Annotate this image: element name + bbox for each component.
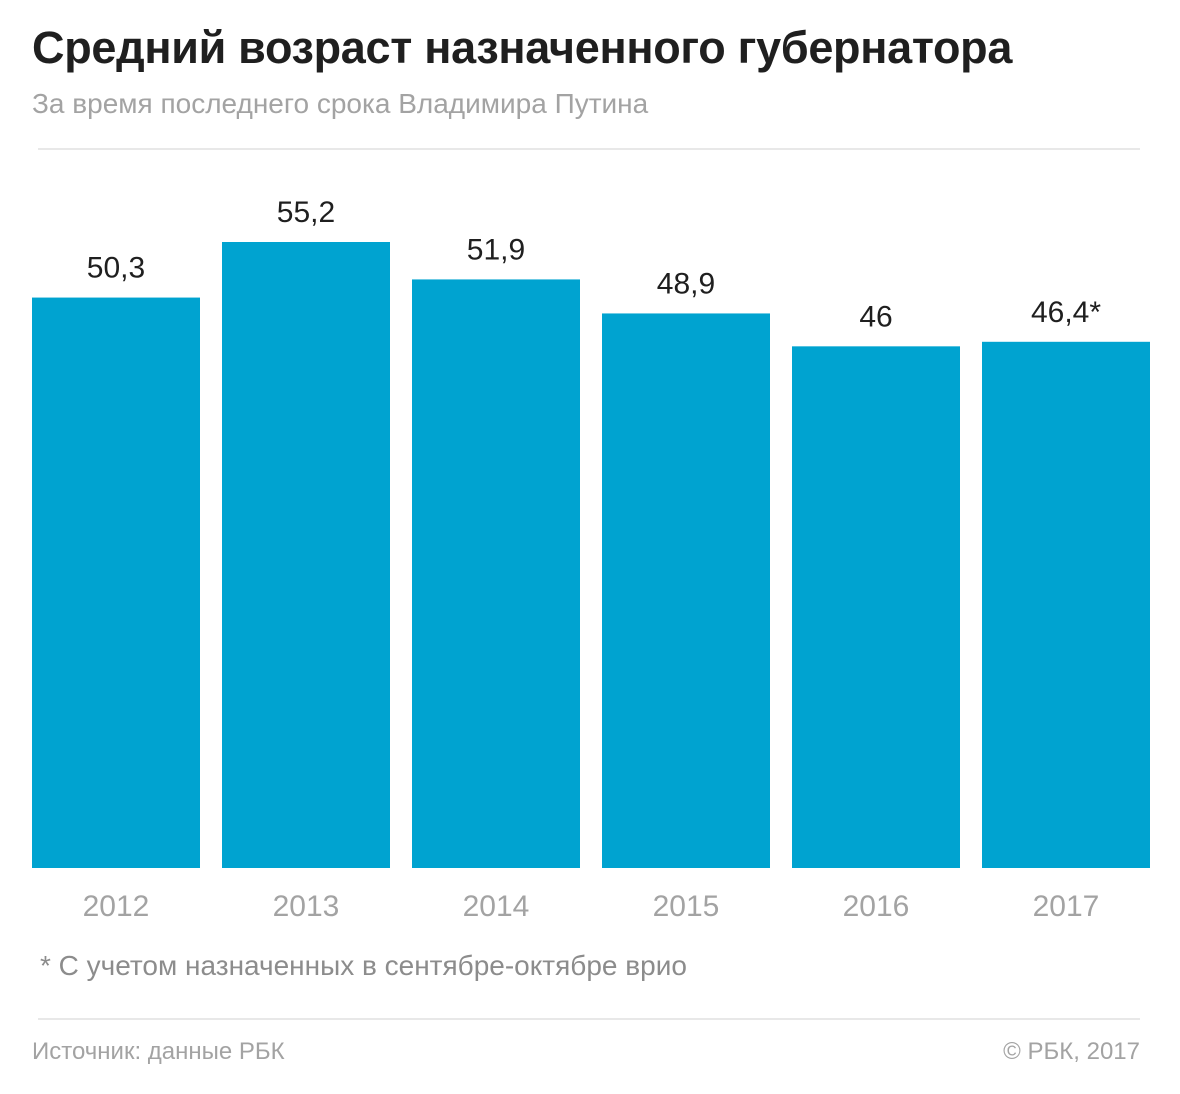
value-label-2012: 50,3 bbox=[87, 252, 145, 285]
chart-title: Средний возраст назначенного губернатора bbox=[32, 22, 1013, 73]
chart-subtitle: За время последнего срока Владимира Пути… bbox=[32, 88, 649, 119]
footnote: * С учетом назначенных в сентябре-октябр… bbox=[40, 950, 687, 981]
bar-2012 bbox=[32, 297, 200, 868]
value-label-2017: 46,4* bbox=[1031, 296, 1101, 329]
value-label-2014: 51,9 bbox=[467, 233, 525, 266]
x-tick-label-2013: 2013 bbox=[273, 890, 340, 923]
value-label-2013: 55,2 bbox=[277, 196, 335, 229]
x-tick-label-2015: 2015 bbox=[653, 890, 720, 923]
value-label-2015: 48,9 bbox=[657, 267, 715, 300]
copyright-note: © РБК, 2017 bbox=[1003, 1038, 1140, 1065]
value-label-2016: 46 bbox=[859, 300, 892, 333]
bottom-divider bbox=[38, 1018, 1140, 1020]
bar-2016 bbox=[792, 346, 960, 868]
x-tick-label-2017: 2017 bbox=[1033, 890, 1100, 923]
top-divider bbox=[38, 148, 1140, 150]
bar-2013 bbox=[222, 242, 390, 868]
bar-2015 bbox=[602, 313, 770, 868]
bar-chart: 50,3 2012 55,2 2013 51,9 2014 48,9 2015 46 2016 46… bbox=[32, 196, 1150, 923]
source-note: Источник: данные РБК bbox=[32, 1038, 285, 1065]
bar-2014 bbox=[412, 279, 580, 868]
x-tick-label-2016: 2016 bbox=[843, 890, 910, 923]
x-tick-label-2014: 2014 bbox=[463, 890, 530, 923]
x-tick-label-2012: 2012 bbox=[83, 890, 150, 923]
bar-2017 bbox=[982, 341, 1150, 868]
